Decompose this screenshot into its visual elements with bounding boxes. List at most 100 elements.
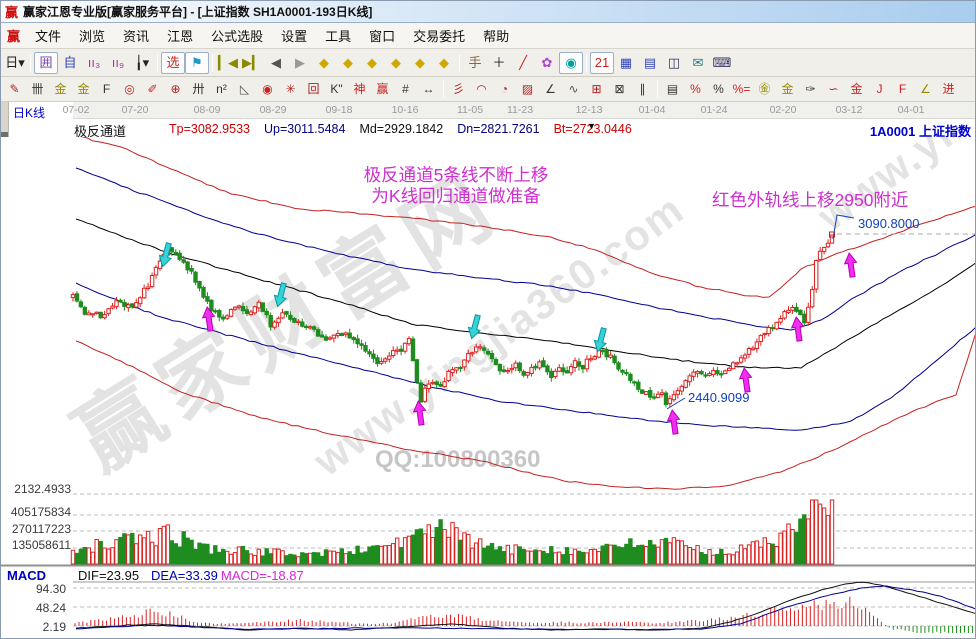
mail-button[interactable]: ✉ [692, 55, 704, 70]
gold-levels-button[interactable]: 金 [781, 82, 794, 96]
square-spiral-button[interactable]: 回 [307, 82, 320, 96]
gann-grid-button[interactable]: 卌 [31, 82, 44, 96]
calculator-button[interactable]: ▦ [619, 55, 633, 70]
advance-angle-button[interactable]: 进 [942, 82, 955, 96]
percent-drop-button[interactable]: % [690, 82, 701, 96]
fibo-f-button[interactable]: F [102, 82, 111, 96]
percent-button[interactable]: % [713, 82, 724, 96]
indicator-value: Dn=2821.7261 [457, 122, 540, 136]
date-tick-01-04: 01-04 [638, 104, 666, 116]
menu-item-2[interactable]: 资讯 [123, 28, 150, 44]
time-wheel-button[interactable]: ⊕ [170, 82, 181, 96]
ratio-table-button[interactable]: ▤ [666, 82, 679, 96]
grid-123-button[interactable]: # [402, 82, 409, 96]
magenta-up-arrow [738, 367, 753, 393]
price-scale-button[interactable]: 卅 [192, 82, 205, 96]
candlestick-canvas[interactable] [1, 137, 976, 633]
pencil-tool-button[interactable]: ✎ [9, 82, 20, 96]
last-bar-button[interactable]: ▶▎ [242, 55, 262, 70]
indicator-dropdown-caret[interactable]: ▼ [587, 121, 596, 131]
macd-axis-tick-0: 94.30 [35, 582, 66, 596]
period-label: 日K线 [9, 102, 73, 120]
menu-item-6[interactable]: 工具 [325, 28, 352, 44]
signal-flag-button[interactable]: ⚑ [185, 51, 209, 74]
zigzag-button[interactable]: ∿ [568, 82, 579, 96]
menu-logo-icon: 赢 [7, 29, 21, 44]
prev-bar-button[interactable]: ◀ [271, 55, 281, 70]
gold-angle-button[interactable]: ∠ [920, 82, 931, 96]
macd-value-label: MACD=-18.87 [221, 568, 304, 583]
menu-item-5[interactable]: 设置 [281, 28, 308, 44]
market-view-button[interactable]: 囲 [34, 51, 58, 74]
indicator-value: Tp=3082.9533 [169, 122, 250, 136]
menu-item-7[interactable]: 窗口 [369, 28, 396, 44]
remote-pc-button[interactable]: ⌨ [712, 55, 732, 70]
magenta-up-arrow [843, 252, 858, 278]
menu-item-8[interactable]: 交易委托 [413, 28, 466, 44]
gold-circle-button[interactable]: ㊎ [758, 82, 771, 96]
candle-style-button[interactable]: ╽▾ [134, 55, 150, 70]
smart-brain-button[interactable]: ◉ [559, 51, 583, 74]
gold-box-button[interactable]: 金 [850, 82, 863, 96]
gold-tool-b-button[interactable]: 金 [77, 82, 90, 96]
set-square-button[interactable]: ◺ [239, 82, 250, 96]
hand-tool-button[interactable]: 手 [468, 55, 482, 70]
trendline-tool-button[interactable]: ╱ [519, 55, 527, 70]
crosshair-button[interactable]: ＋ [492, 55, 506, 70]
info-view-button[interactable]: 自 [63, 55, 77, 70]
calendar-21-button[interactable]: 21 [590, 51, 614, 74]
fan-lines-button[interactable]: 彡 [452, 82, 465, 96]
minute-bars-3-button[interactable]: ıı₃ [87, 55, 101, 70]
menu-item-3[interactable]: 江恩 [167, 28, 194, 44]
wave-tool-button[interactable]: ∽ [828, 82, 839, 96]
arc-tool-button[interactable]: ◠ [476, 82, 487, 96]
gann-star-button[interactable]: ✳ [285, 82, 296, 96]
menu-item-9[interactable]: 帮助 [483, 28, 510, 44]
zoom-in-button[interactable]: ◆ [391, 55, 401, 70]
gann-flower-button[interactable]: ✿ [541, 55, 553, 70]
red-brush-button[interactable]: ✐ [147, 82, 158, 96]
j-angle-button[interactable]: J [876, 82, 883, 96]
grid-fine-button[interactable]: ⊞ [591, 82, 602, 96]
date-tick-01-24: 01-24 [700, 104, 728, 116]
magenta-up-arrow [790, 316, 805, 342]
save-button[interactable]: ◫ [667, 55, 681, 70]
indicator-value: Up=3011.5484 [263, 122, 346, 136]
parallel-lines-button[interactable]: ∥ [639, 82, 646, 96]
period-kline-button[interactable]: 日▾ [5, 55, 25, 70]
shen-tool-button[interactable]: 神 [353, 82, 366, 96]
k-ruler-button[interactable]: K" [330, 82, 343, 96]
zoom-left-button[interactable]: ◆ [319, 55, 329, 70]
marker-pen-button[interactable]: ✑ [805, 82, 816, 96]
cyan-down-arrow [593, 327, 608, 353]
zoom-out-button[interactable]: ◆ [415, 55, 425, 70]
first-bar-button[interactable]: ▎◀ [218, 55, 238, 70]
f-angle-button[interactable]: F [898, 82, 907, 96]
notes-button[interactable]: ▤ [643, 55, 657, 70]
menu-item-1[interactable]: 浏览 [79, 28, 106, 44]
date-tick-08-09: 08-09 [193, 104, 221, 116]
menu-item-0[interactable]: 文件 [35, 28, 62, 44]
minute-bars-9-button[interactable]: ıı₉ [111, 55, 125, 70]
titlebar[interactable]: 赢 赢家江恩专业版[赢家服务平台] - [上证指数 SH1A0001-193日K… [1, 1, 975, 23]
n-square-button[interactable]: n² [216, 82, 227, 96]
menu-item-4[interactable]: 公式选股 [211, 28, 264, 44]
date-tick-02-20: 02-20 [769, 104, 797, 116]
date-tick-09-18: 09-18 [325, 104, 353, 116]
quarter-fan-button[interactable]: ◔ [500, 82, 509, 96]
gann-box-button[interactable]: ▨ [521, 82, 534, 96]
ying-tool-button[interactable]: 赢 [376, 82, 389, 96]
zoom-right-button[interactable]: ◆ [343, 55, 353, 70]
h-measure-button[interactable]: ↔ [422, 82, 435, 96]
grid-bold-button[interactable]: ⊠ [614, 82, 625, 96]
time-spiral-button[interactable]: ◎ [124, 82, 135, 96]
zoom-reset-button[interactable]: ◆ [439, 55, 449, 70]
stock-picker-button[interactable]: 选 [161, 51, 185, 74]
gann-target-button[interactable]: ◉ [262, 82, 273, 96]
next-bar-button[interactable]: ▶ [295, 55, 305, 70]
percent-levels-button[interactable]: %= [732, 82, 751, 96]
toolbar-separator [586, 53, 587, 72]
trend-angle-button[interactable]: ∠ [545, 82, 556, 96]
zoom-hrange-button[interactable]: ◆ [367, 55, 377, 70]
gold-tool-a-button[interactable]: 金 [54, 82, 67, 96]
